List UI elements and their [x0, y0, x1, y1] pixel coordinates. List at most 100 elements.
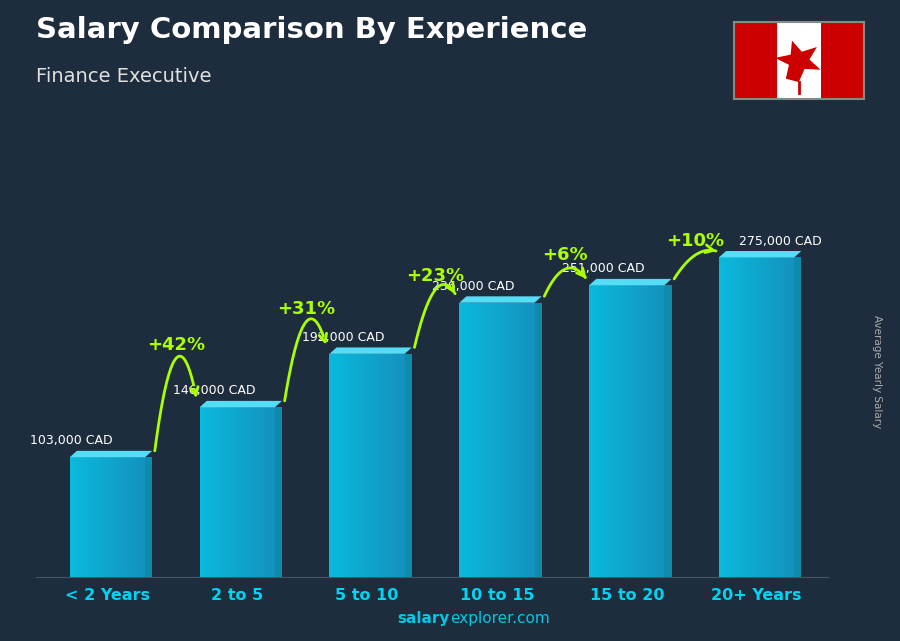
Polygon shape [463, 303, 465, 577]
Polygon shape [397, 354, 399, 577]
Polygon shape [652, 285, 653, 577]
Polygon shape [474, 303, 476, 577]
Polygon shape [369, 354, 371, 577]
Polygon shape [104, 457, 105, 577]
Polygon shape [625, 285, 626, 577]
Polygon shape [384, 354, 386, 577]
Polygon shape [100, 457, 102, 577]
Polygon shape [376, 354, 378, 577]
Polygon shape [604, 285, 606, 577]
Polygon shape [495, 303, 497, 577]
Polygon shape [329, 347, 412, 354]
Polygon shape [785, 258, 787, 577]
Polygon shape [467, 303, 469, 577]
Polygon shape [719, 251, 801, 258]
Polygon shape [72, 457, 74, 577]
Polygon shape [107, 457, 109, 577]
Polygon shape [228, 407, 230, 577]
Polygon shape [274, 407, 282, 577]
Polygon shape [518, 303, 519, 577]
Polygon shape [134, 457, 136, 577]
Polygon shape [338, 354, 341, 577]
Polygon shape [262, 407, 264, 577]
Text: 103,000 CAD: 103,000 CAD [30, 435, 112, 447]
Polygon shape [659, 285, 661, 577]
Polygon shape [760, 258, 762, 577]
Polygon shape [256, 407, 258, 577]
Polygon shape [367, 354, 369, 577]
Text: Finance Executive: Finance Executive [36, 67, 211, 87]
Polygon shape [399, 354, 401, 577]
Polygon shape [254, 407, 256, 577]
Polygon shape [732, 258, 734, 577]
Polygon shape [230, 407, 231, 577]
Polygon shape [483, 303, 486, 577]
Polygon shape [608, 285, 610, 577]
Polygon shape [776, 258, 778, 577]
Polygon shape [96, 457, 98, 577]
Polygon shape [728, 258, 730, 577]
Polygon shape [124, 457, 126, 577]
Polygon shape [250, 407, 252, 577]
Polygon shape [390, 354, 392, 577]
Polygon shape [645, 285, 647, 577]
Polygon shape [471, 303, 473, 577]
Polygon shape [76, 457, 77, 577]
Polygon shape [788, 258, 790, 577]
Polygon shape [202, 407, 203, 577]
Polygon shape [499, 303, 500, 577]
Polygon shape [211, 407, 212, 577]
Polygon shape [619, 285, 621, 577]
Polygon shape [612, 285, 614, 577]
Polygon shape [94, 457, 96, 577]
Polygon shape [392, 354, 393, 577]
Polygon shape [610, 285, 612, 577]
Polygon shape [762, 258, 764, 577]
Polygon shape [346, 354, 348, 577]
Polygon shape [740, 258, 742, 577]
Polygon shape [405, 354, 412, 577]
Polygon shape [260, 407, 262, 577]
Polygon shape [200, 401, 282, 407]
Polygon shape [730, 258, 732, 577]
Polygon shape [122, 457, 124, 577]
Polygon shape [393, 354, 395, 577]
Polygon shape [593, 285, 595, 577]
Polygon shape [598, 285, 600, 577]
Polygon shape [403, 354, 405, 577]
Polygon shape [145, 457, 152, 577]
Polygon shape [781, 258, 783, 577]
Polygon shape [500, 303, 502, 577]
Polygon shape [86, 457, 88, 577]
Polygon shape [248, 407, 250, 577]
Polygon shape [465, 303, 467, 577]
Polygon shape [653, 285, 655, 577]
Polygon shape [77, 457, 79, 577]
Polygon shape [770, 258, 771, 577]
Polygon shape [373, 354, 374, 577]
Polygon shape [590, 285, 591, 577]
Polygon shape [508, 303, 510, 577]
Polygon shape [388, 354, 390, 577]
Polygon shape [721, 258, 723, 577]
Polygon shape [222, 407, 224, 577]
Polygon shape [333, 354, 335, 577]
Polygon shape [490, 303, 491, 577]
Polygon shape [755, 258, 757, 577]
Polygon shape [602, 285, 604, 577]
Text: Average Yearly Salary: Average Yearly Salary [872, 315, 883, 428]
Polygon shape [527, 303, 529, 577]
Polygon shape [357, 354, 360, 577]
Polygon shape [491, 303, 493, 577]
Polygon shape [239, 407, 241, 577]
Polygon shape [115, 457, 117, 577]
Polygon shape [252, 407, 254, 577]
Polygon shape [345, 354, 346, 577]
Polygon shape [626, 285, 628, 577]
Polygon shape [482, 303, 483, 577]
Polygon shape [771, 258, 773, 577]
Polygon shape [736, 258, 738, 577]
Polygon shape [381, 354, 382, 577]
Polygon shape [469, 303, 471, 577]
Polygon shape [459, 296, 542, 303]
